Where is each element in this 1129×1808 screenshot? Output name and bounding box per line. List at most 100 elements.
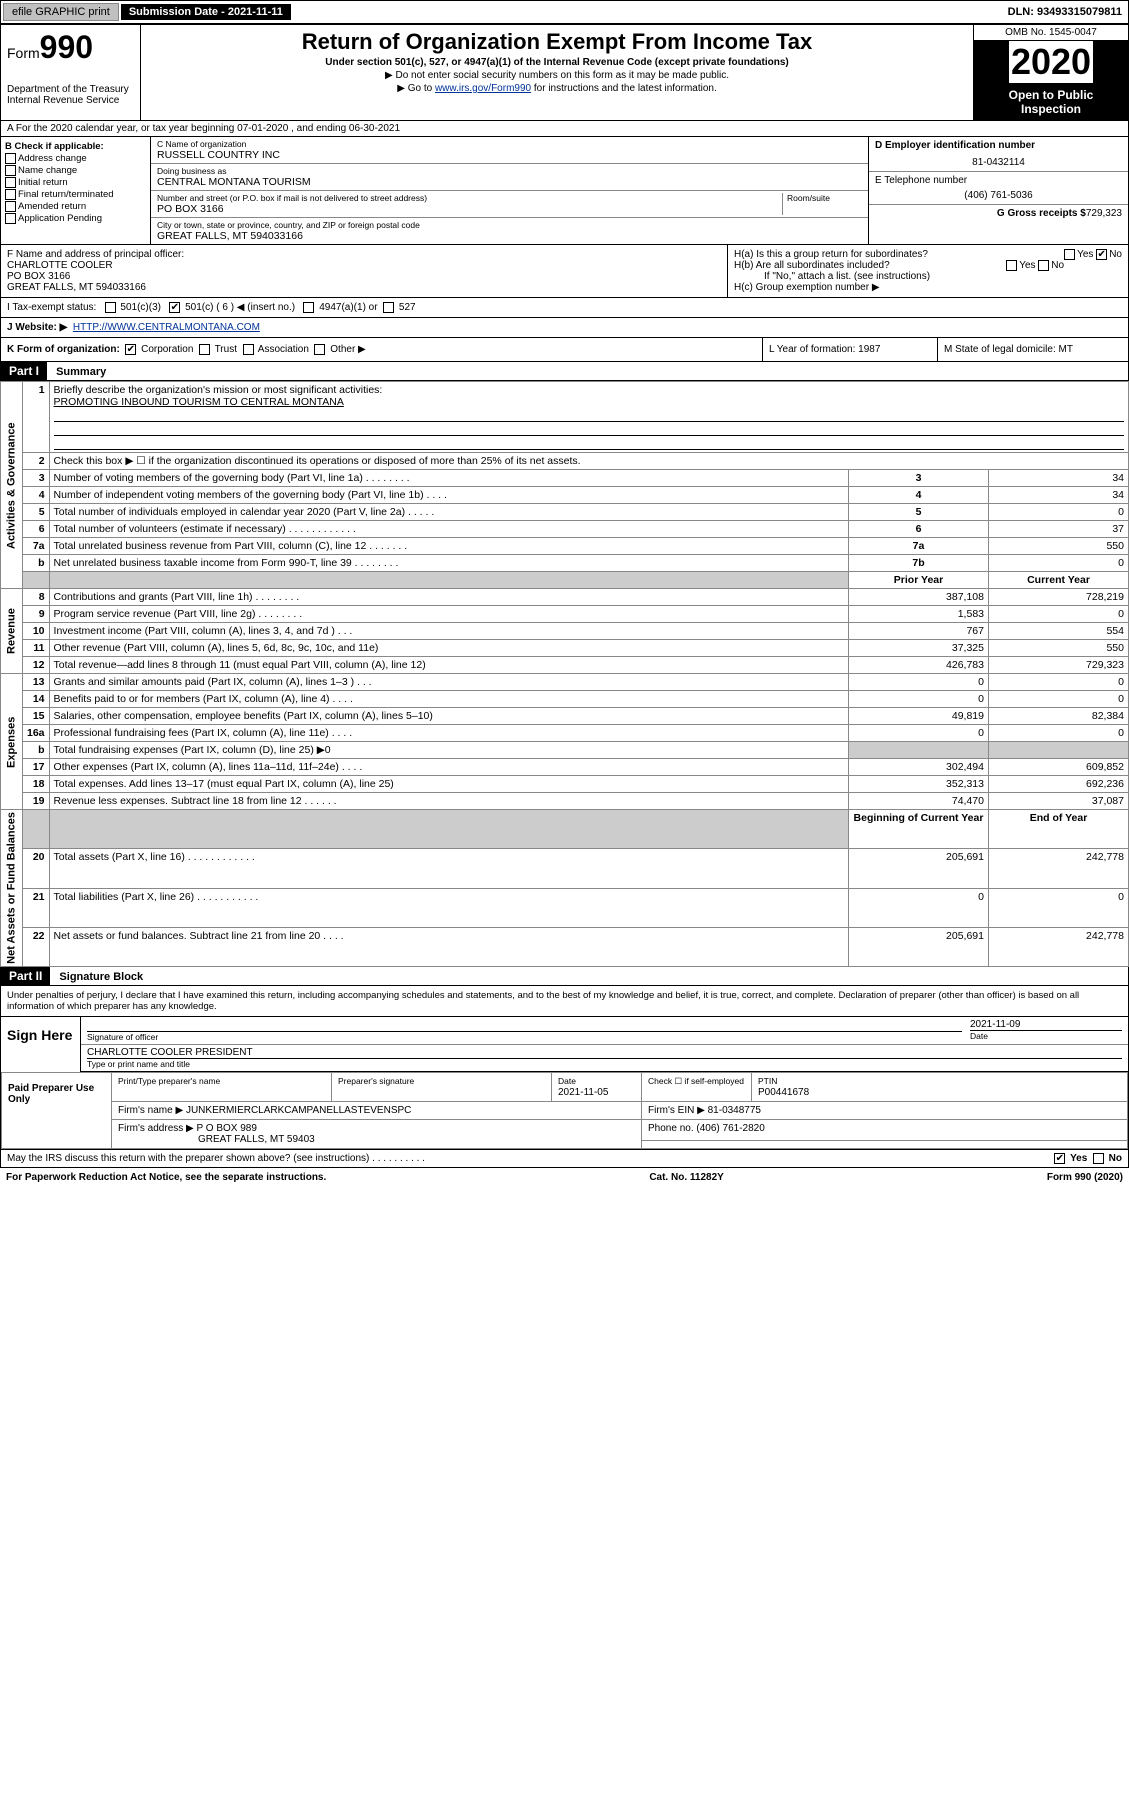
ha-yes[interactable]: Yes [1077,249,1093,260]
side-netassets: Net Assets or Fund Balances [1,810,23,967]
officer-addr2: GREAT FALLS, MT 594033166 [7,282,721,293]
part2-header: Part II [1,967,50,985]
cb-initial-return[interactable]: Initial return [5,177,146,188]
dept-irs: Internal Revenue Service [7,95,134,106]
check-self-employed[interactable]: Check ☐ if self-employed [642,1073,752,1102]
ha-label: H(a) Is this a group return for subordin… [734,249,928,260]
col-end: End of Year [989,810,1129,849]
col-c-org-info: C Name of organization RUSSELL COUNTRY I… [151,137,868,244]
row-j-website: J Website: ▶ HTTP://WWW.CENTRALMONTANA.C… [0,318,1129,338]
hb-label: H(b) Are all subordinates included? [734,260,890,271]
col-f-officer: F Name and address of principal officer:… [1,245,728,297]
exp-row-16a: Professional fundraising fees (Part IX, … [49,725,848,742]
firm-addr2: GREAT FALLS, MT 59403 [118,1134,315,1145]
col-beginning: Beginning of Current Year [849,810,989,849]
hb-yes[interactable]: Yes [1019,260,1035,271]
cb-name-change[interactable]: Name change [5,165,146,176]
addr-value: PO BOX 3166 [157,203,782,215]
hb-no[interactable]: No [1051,260,1064,271]
form-prefix: Form [7,45,40,61]
org-assoc[interactable]: Association [258,344,309,355]
gross-label: G Gross receipts $ [997,208,1086,219]
prep-sig-label: Preparer's signature [338,1076,414,1086]
form-id-block: Form990 Department of the Treasury Inter… [1,25,141,120]
efile-button[interactable]: efile GRAPHIC print [3,3,119,21]
dln: DLN: 93493315079811 [1008,6,1128,18]
gov-row-4: Number of independent voting members of … [49,487,848,504]
ssn-warning: ▶ Do not enter social security numbers o… [145,70,969,81]
gov-row-7a: Total unrelated business revenue from Pa… [49,538,848,555]
officer-label: F Name and address of principal officer: [7,249,721,260]
row-i-tax-status: I Tax-exempt status: 501(c)(3) 501(c) ( … [0,298,1129,318]
tel-label: E Telephone number [875,175,1122,186]
irs-link[interactable]: www.irs.gov/Form990 [435,83,531,94]
tel-value: (406) 761-5036 [875,190,1122,201]
cb-application-pending[interactable]: Application Pending [5,213,146,224]
cb-final-return[interactable]: Final return/terminated [5,189,146,200]
cb-address-change[interactable]: Address change [5,153,146,164]
exp-row-18: Total expenses. Add lines 13–17 (must eq… [49,776,848,793]
discuss-no[interactable]: No [1109,1153,1122,1164]
org-other[interactable]: Other ▶ [330,344,365,355]
side-expenses: Expenses [1,674,23,810]
omb-number: OMB No. 1545-0047 [974,25,1128,41]
net-row-20: Total assets (Part X, line 16) . . . . .… [49,849,848,888]
hc-label: H(c) Group exemption number ▶ [734,282,1122,293]
col-current-year: Current Year [989,572,1129,589]
net-row-22: Net assets or fund balances. Subtract li… [49,927,848,966]
sig-officer-label: Signature of officer [87,1031,962,1042]
addr-label: Number and street (or P.O. box if mail i… [157,193,782,203]
exp-row-16b: Total fundraising expenses (Part IX, col… [49,742,848,759]
tax-4947[interactable]: 4947(a)(1) or [319,302,377,313]
col-deg: D Employer identification number 81-0432… [868,137,1128,244]
city-label: City or town, state or province, country… [157,220,862,230]
ptin-value: P00441678 [758,1087,809,1098]
tax-501c3[interactable]: 501(c)(3) [120,302,161,313]
gov-row-5: Total number of individuals employed in … [49,504,848,521]
mission-text: PROMOTING INBOUND TOURISM TO CENTRAL MON… [54,396,1124,408]
bottom-line: For Paperwork Reduction Act Notice, see … [0,1168,1129,1187]
firm-phone-value: (406) 761-2820 [696,1123,764,1134]
submission-date: Submission Date - 2021-11-11 [121,4,291,20]
type-name-label: Type or print name and title [87,1058,1122,1069]
discuss-text: May the IRS discuss this return with the… [7,1153,425,1164]
side-revenue: Revenue [1,589,23,674]
rev-row-8: Contributions and grants (Part VIII, lin… [49,589,848,606]
firm-name-value: JUNKERMIERCLARKCAMPANELLASTEVENSPC [186,1105,411,1116]
rev-row-11: Other revenue (Part VIII, column (A), li… [49,640,848,657]
rev-row-12: Total revenue—add lines 8 through 11 (mu… [49,657,848,674]
website-link[interactable]: HTTP://WWW.CENTRALMONTANA.COM [73,322,260,333]
row-a-tax-year: A For the 2020 calendar year, or tax yea… [0,121,1129,137]
row-fh: F Name and address of principal officer:… [0,245,1129,298]
goto-post: for instructions and the latest informat… [531,83,717,94]
exp-row-13: Grants and similar amounts paid (Part IX… [49,674,848,691]
exp-row-14: Benefits paid to or for members (Part IX… [49,691,848,708]
cb-amended-return[interactable]: Amended return [5,201,146,212]
tax-year: 2020 [1009,41,1093,83]
firm-addr1: P O BOX 989 [197,1123,257,1134]
signature-block: Under penalties of perjury, I declare th… [0,986,1129,1150]
state-domicile: M State of legal domicile: MT [938,338,1128,361]
rev-row-10: Investment income (Part VIII, column (A)… [49,623,848,640]
sign-here-label: Sign Here [1,1017,81,1072]
part1-bar: Part I Summary [0,362,1129,381]
firm-ein-label: Firm's EIN ▶ [648,1105,705,1116]
firm-addr-label: Firm's address ▶ [118,1123,194,1134]
tax-501c[interactable]: 501(c) ( 6 ) ◀ (insert no.) [185,302,295,313]
net-row-21: Total liabilities (Part X, line 26) . . … [49,888,848,927]
prep-date-label: Date [558,1076,576,1086]
firm-name-label: Firm's name ▶ [118,1105,183,1116]
dept-treasury: Department of the Treasury [7,84,134,95]
ptin-label: PTIN [758,1076,777,1086]
org-trust[interactable]: Trust [215,344,237,355]
room-label: Room/suite [787,193,862,203]
col-b-checkboxes: B Check if applicable: Address change Na… [1,137,151,244]
org-corp[interactable]: Corporation [141,344,193,355]
gov-row-3: Number of voting members of the governin… [49,470,848,487]
form-org-label: K Form of organization: [7,344,120,355]
ha-no[interactable]: No [1109,249,1122,260]
tax-527[interactable]: 527 [399,302,416,313]
city-value: GREAT FALLS, MT 594033166 [157,230,862,242]
form-title-block: Return of Organization Exempt From Incom… [141,25,973,120]
discuss-yes[interactable]: Yes [1070,1153,1087,1164]
